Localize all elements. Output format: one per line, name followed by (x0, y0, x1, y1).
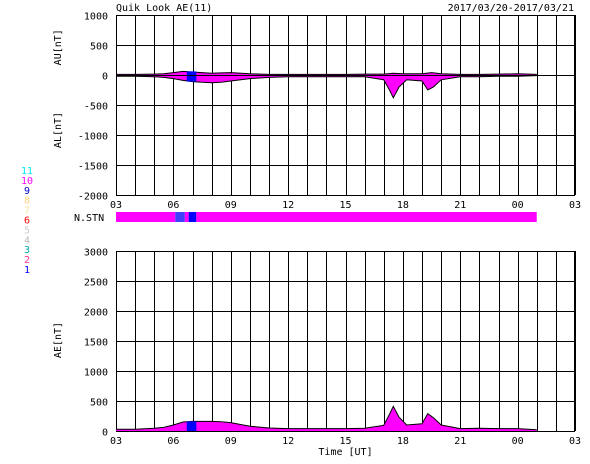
x-tick-label: 21 (454, 200, 466, 211)
legend-station-8: 8 (24, 196, 30, 207)
x-tick-label: 00 (512, 200, 524, 211)
au-area (116, 71, 537, 75)
station-segment (116, 212, 176, 222)
station-segment (188, 212, 197, 222)
legend-station-1: 1 (24, 265, 30, 276)
station-segment (175, 212, 185, 222)
y-tick-label: 3000 (84, 248, 108, 259)
x-tick-label: 12 (282, 436, 294, 447)
au-al-highlight (186, 71, 197, 82)
ae-line (116, 405, 537, 431)
legend-station-9: 9 (24, 186, 30, 197)
ae-highlight (186, 421, 197, 431)
x-tick-label: 12 (282, 200, 294, 211)
x-tick-label: 03 (569, 200, 581, 211)
x-tick-label: 21 (454, 436, 466, 447)
y-tick-label: 0 (102, 428, 108, 439)
x-tick-label: 00 (512, 436, 524, 447)
ae-area (116, 406, 537, 431)
date-range: 2017/03/20-2017/03/21 (448, 3, 574, 14)
legend-station-11: 11 (21, 166, 33, 177)
y-tick-label: 1000 (84, 368, 108, 379)
y-tick-label: -2000 (78, 192, 108, 203)
station-segment (196, 212, 537, 222)
x-tick-label: 03 (569, 436, 581, 447)
x-tick-label: 03 (110, 436, 122, 447)
x-tick-label: 06 (167, 200, 179, 211)
y-axis-label-al: AL[nT] (53, 112, 64, 148)
legend-station-6: 6 (24, 216, 30, 227)
x-tick-label: 03 (110, 200, 122, 211)
x-tick-label: 15 (339, 436, 351, 447)
y-axis-label-ae: AE[nT] (53, 322, 64, 358)
x-tick-label: 15 (339, 200, 351, 211)
station-count-label: N.STN (74, 213, 104, 224)
y-tick-label: 500 (90, 42, 108, 53)
x-tick-label: 18 (397, 436, 409, 447)
y-tick-label: 1500 (84, 338, 108, 349)
plot-frame (116, 251, 575, 432)
au-line (116, 70, 537, 75)
x-tick-label: 06 (167, 436, 179, 447)
legend-station-3: 3 (24, 245, 30, 256)
y-tick-label: -1500 (78, 162, 108, 173)
legend-station-2: 2 (24, 255, 30, 266)
y-axis-label-au: AU[nT] (53, 29, 64, 65)
legend-station-5: 5 (24, 225, 30, 236)
y-tick-label: 2000 (84, 308, 108, 319)
chart-title: Quik Look AE(11) (116, 3, 212, 14)
x-tick-label: 18 (397, 200, 409, 211)
station-segment (184, 212, 189, 222)
al-line (116, 75, 537, 99)
legend-station-7: 7 (24, 206, 30, 217)
x-tick-label: 09 (225, 200, 237, 211)
y-tick-label: 2500 (84, 278, 108, 289)
x-axis-label: Time [UT] (318, 447, 372, 458)
al-area (116, 75, 537, 98)
y-tick-label: 0 (102, 72, 108, 83)
station-count-panel: N.STN (74, 212, 537, 224)
plot-frame (116, 15, 575, 196)
y-tick-label: -1000 (78, 132, 108, 143)
y-tick-label: -500 (84, 102, 108, 113)
legend-station-10: 10 (21, 176, 33, 187)
legend-station-4: 4 (24, 235, 30, 246)
x-tick-label: 09 (225, 436, 237, 447)
y-tick-label: 1000 (84, 12, 108, 23)
y-tick-label: 500 (90, 398, 108, 409)
